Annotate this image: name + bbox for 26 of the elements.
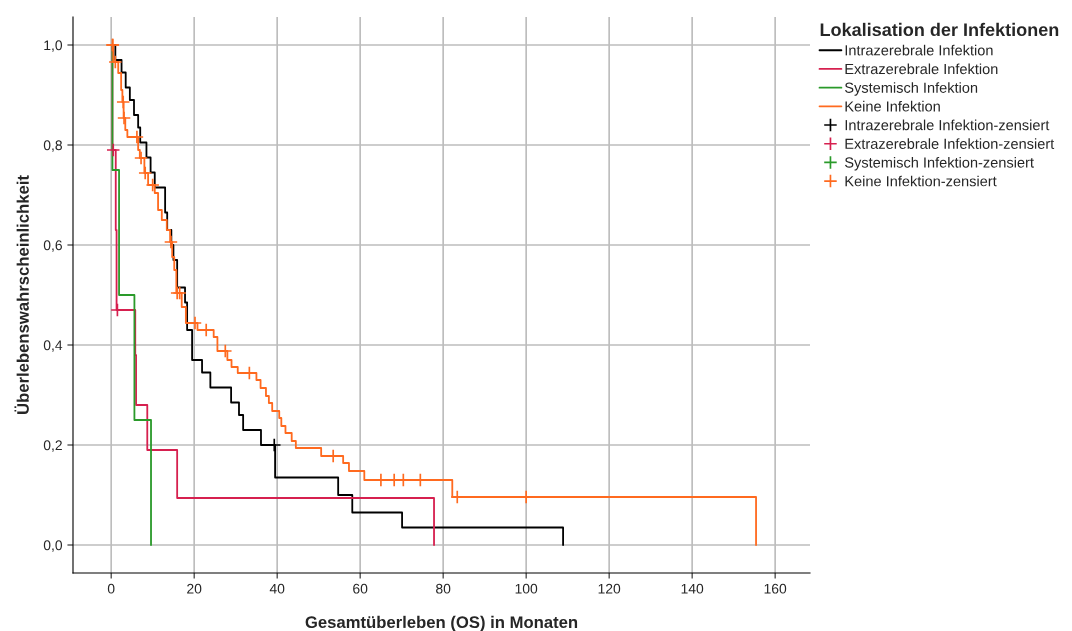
x-tick-label: 140 [681,583,704,594]
x-tick-label: 0 [107,583,115,594]
x-axis-title: Gesamtüberleben (OS) in Monaten [305,615,578,631]
legend-label: Keine Infektion [845,100,940,112]
y-tick-label: 1,0 [44,40,63,52]
x-tick-label: 40 [269,583,285,594]
x-tick-label: 100 [515,583,538,594]
y-tick-label: 0,8 [43,140,62,152]
x-tick-label: 120 [598,583,621,594]
x-tick-label: 160 [764,583,787,594]
legend-label: Systemisch Infektion [844,82,978,96]
legend-title: Lokalisation der Infektionen [820,22,1059,37]
legend-label: Extrazerebrale Infektion-zensiert [845,138,1055,149]
x-tick-label: 20 [187,583,202,594]
legend-label: Keine Infektion-zensiert [845,175,997,187]
y-axis-title: Überlebenswahrscheinlichkeit [14,175,29,414]
legend-label: Intrazerebrale Infektion [845,44,993,56]
y-tick-label: 0,0 [43,540,63,552]
y-tick-label: 0,4 [43,340,63,352]
x-tick-label: 60 [353,583,368,594]
legend-label: Intrazerebrale Infektion-zensiert [845,119,1050,131]
y-tick-label: 0,2 [43,440,62,452]
legend-label: Extrazerebrale Infektion [845,63,998,75]
x-tick-label: 80 [436,583,451,594]
legend-label: Systemisch Infektion-zensiert [844,156,1034,171]
y-tick-label: 0,6 [43,240,62,252]
